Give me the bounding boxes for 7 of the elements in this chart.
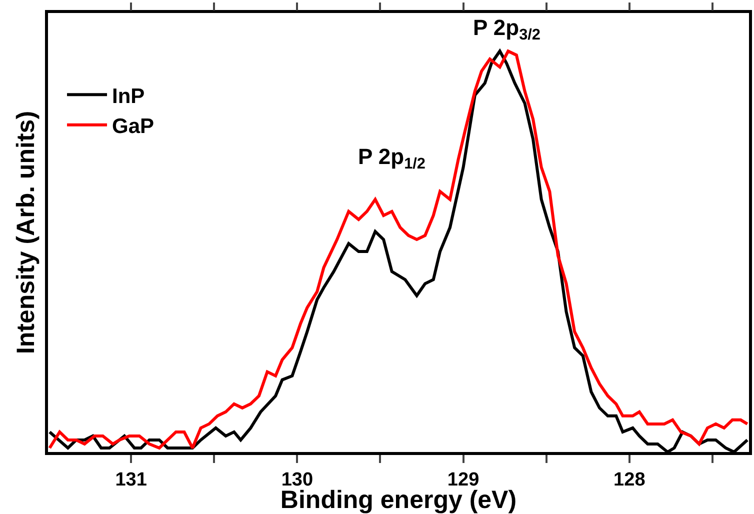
x-tick-label: 128 (614, 470, 646, 491)
annotation: P 2p$_{1/2}$ (358, 144, 426, 173)
legend-label: InP (112, 84, 145, 108)
legend-label: GaP (112, 115, 154, 138)
x-tick-label: 131 (115, 470, 148, 491)
text: P 2p$_{3/2}$ (473, 15, 540, 44)
y-axis-title: Intensity (Arb. units) (12, 110, 40, 354)
